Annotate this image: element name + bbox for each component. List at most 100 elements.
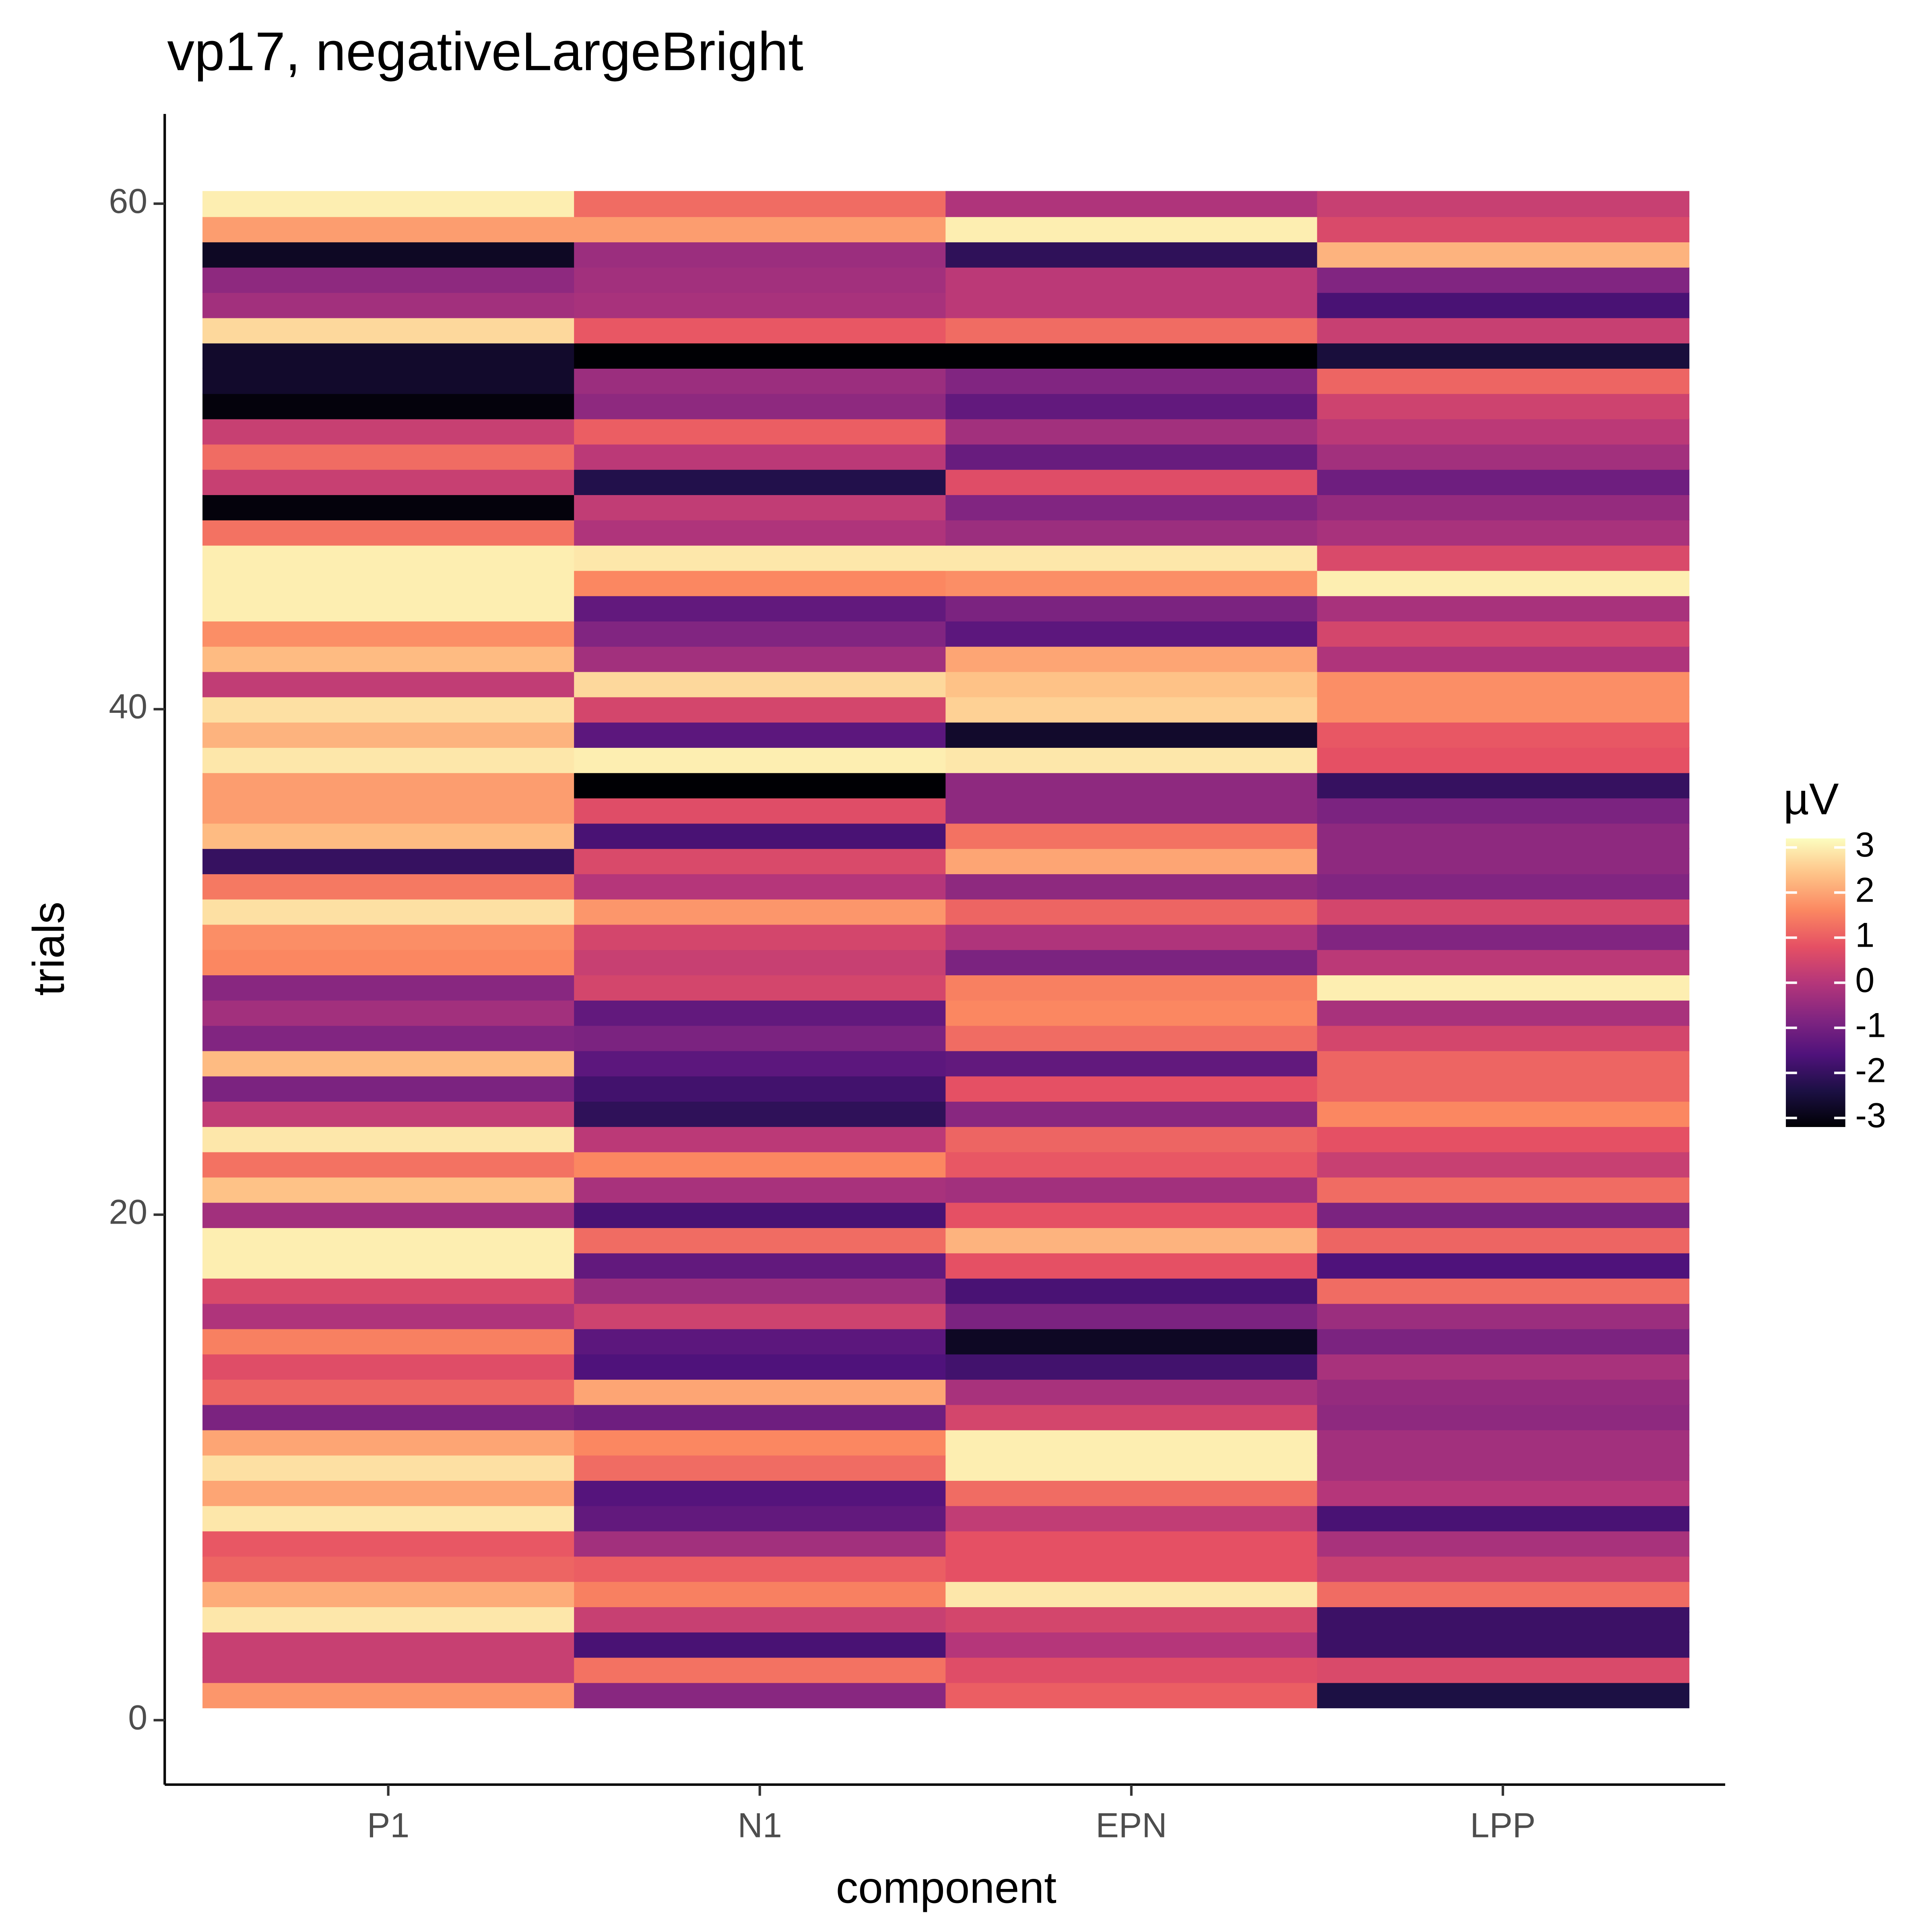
y-axis-title: trials [24, 902, 73, 996]
heat-cell [1317, 343, 1690, 369]
heat-cell [574, 1530, 947, 1557]
heat-cell [574, 1556, 947, 1582]
heat-cell [945, 1126, 1318, 1152]
heat-cell [1317, 621, 1690, 647]
heat-cell [945, 1530, 1318, 1557]
heat-cell [574, 1075, 947, 1102]
heat-cell [202, 292, 575, 318]
heat-cell [574, 696, 947, 723]
heat-cell [574, 1505, 947, 1532]
heat-cell [202, 949, 575, 976]
heat-cell [574, 823, 947, 849]
heat-cell [202, 747, 575, 773]
heat-cell [1317, 1101, 1690, 1127]
heat-cell [202, 1050, 575, 1077]
heat-cell [202, 1075, 575, 1102]
heat-cell [945, 1455, 1318, 1481]
heat-cell [202, 343, 575, 369]
heat-cell [1317, 1253, 1690, 1279]
heat-cell [202, 696, 575, 723]
heat-cell [574, 519, 947, 546]
legend-title: µV [1783, 774, 1839, 824]
colorbar-tick-label: 2 [1855, 871, 1874, 909]
y-tick-label: 20 [109, 1193, 147, 1232]
heat-cell [574, 570, 947, 597]
heat-cell [1317, 1404, 1690, 1430]
heat-cell [202, 772, 575, 799]
heat-cell [945, 595, 1318, 621]
heat-cell [202, 570, 575, 597]
heat-cell [202, 671, 575, 698]
heat-cell [1317, 949, 1690, 976]
heat-cell [574, 545, 947, 571]
heat-cell [574, 1455, 947, 1481]
heat-cell [574, 898, 947, 925]
heat-cell [1317, 1000, 1690, 1026]
heat-cell [1317, 393, 1690, 419]
heat-cell [574, 1631, 947, 1658]
heat-cell [945, 1631, 1318, 1658]
heat-cell [945, 1151, 1318, 1178]
heat-cell [1317, 823, 1690, 849]
heat-cell [574, 343, 947, 369]
heat-cell [574, 368, 947, 394]
heat-cell [945, 570, 1318, 597]
heat-cell [945, 418, 1318, 445]
y-tick-label: 60 [109, 182, 147, 221]
colorbar-tick-label: 3 [1855, 826, 1874, 864]
heat-cell [202, 393, 575, 419]
chart-title: vp17, negativeLargeBright [167, 21, 803, 82]
heat-cell [1317, 772, 1690, 799]
heat-cell [202, 1025, 575, 1051]
heat-cell [202, 848, 575, 874]
heat-cell [202, 418, 575, 445]
heat-cell [574, 266, 947, 293]
heat-cell [202, 519, 575, 546]
heat-cell [1317, 1429, 1690, 1456]
heat-cell [574, 444, 947, 470]
heat-cell [202, 368, 575, 394]
heat-cell [202, 873, 575, 900]
heat-cell [202, 1429, 575, 1456]
heat-cell [1317, 545, 1690, 571]
heat-cell [202, 1556, 575, 1582]
heat-cell [202, 621, 575, 647]
heat-cell [1317, 519, 1690, 546]
heat-cell [945, 823, 1318, 849]
heat-cell [574, 1202, 947, 1228]
heat-cell [945, 444, 1318, 470]
heat-cell [1317, 1177, 1690, 1203]
heat-cell [574, 1682, 947, 1709]
heat-cell [945, 292, 1318, 318]
heat-cell [202, 266, 575, 293]
heat-cell [945, 1000, 1318, 1026]
heat-cell [1317, 595, 1690, 621]
heat-cell [202, 1530, 575, 1557]
heat-cell [945, 1657, 1318, 1683]
colorbar-tick-label: 0 [1855, 961, 1874, 999]
heat-cell [574, 1354, 947, 1380]
x-tick-label: EPN [1096, 1806, 1167, 1845]
heat-cell [202, 898, 575, 925]
heat-cell [574, 671, 947, 698]
heat-cell [945, 646, 1318, 672]
heat-cell [202, 191, 575, 217]
heat-cell [945, 696, 1318, 723]
heat-cell [574, 1126, 947, 1152]
heat-cell [202, 924, 575, 950]
heat-cell [202, 1000, 575, 1026]
heat-cell [1317, 317, 1690, 344]
heat-cell [202, 974, 575, 1001]
heat-cell [202, 1151, 575, 1178]
heat-cell [202, 1657, 575, 1683]
heat-cell [574, 1025, 947, 1051]
heat-cell [945, 1253, 1318, 1279]
heat-cell [202, 646, 575, 672]
heat-cell [574, 1101, 947, 1127]
heat-cell [1317, 1075, 1690, 1102]
heat-cell [945, 1227, 1318, 1253]
heat-cell [945, 1606, 1318, 1633]
heat-cell [1317, 1050, 1690, 1077]
heat-cell [202, 1379, 575, 1405]
colorbar-tick-label: -3 [1855, 1096, 1886, 1135]
